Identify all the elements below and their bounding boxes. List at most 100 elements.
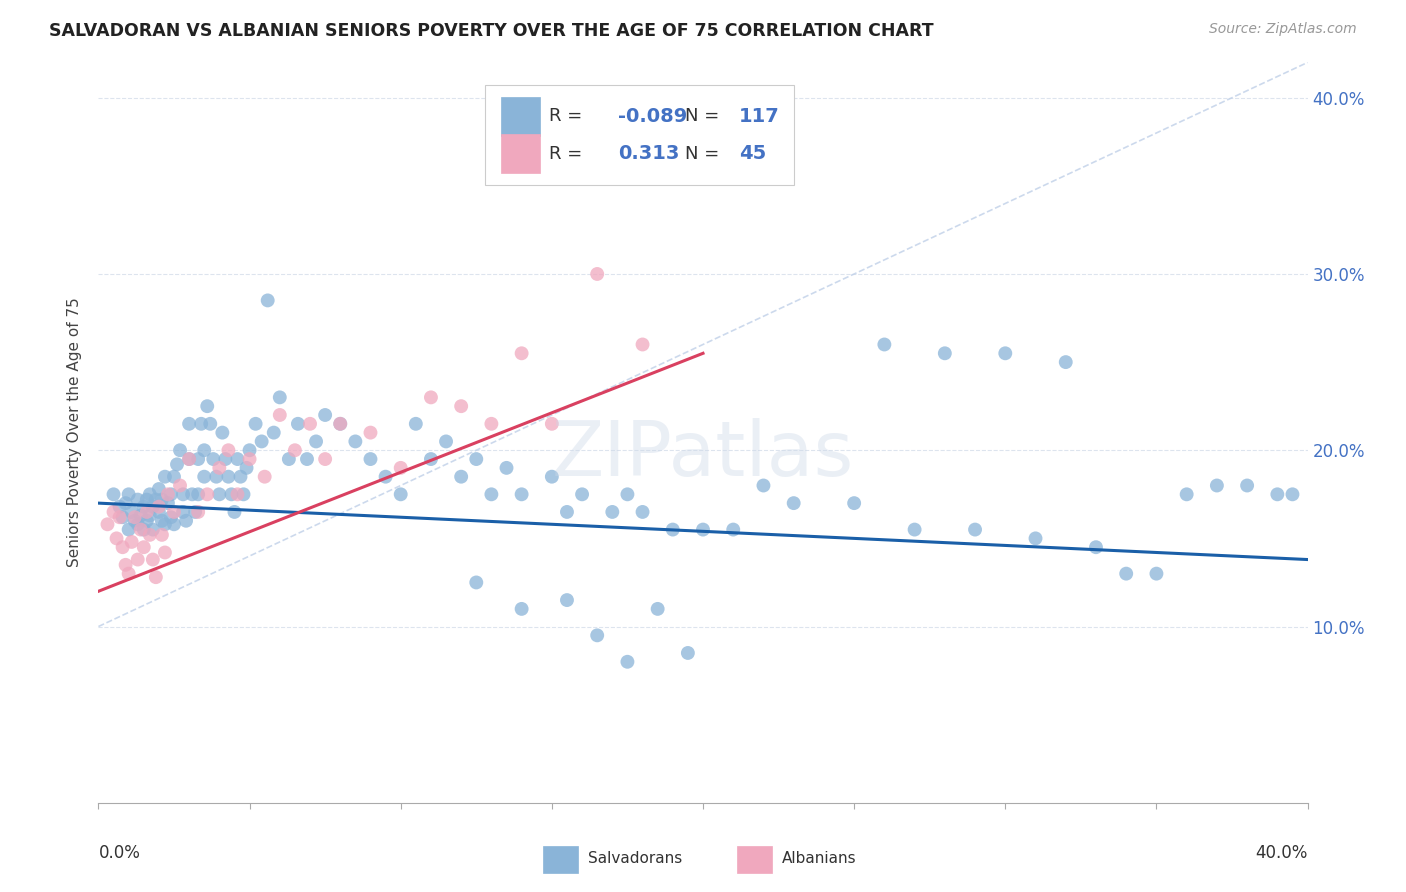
Point [148,482,170,496]
Point [153,469,176,483]
Text: 0.313: 0.313 [619,144,679,163]
Point [118,487,141,501]
Text: 45: 45 [740,144,766,163]
Point [132,500,155,514]
Point [179,417,201,431]
Point [211,425,233,440]
Point [217,469,239,483]
Point [160,487,183,501]
Point [783,496,806,510]
Point [389,461,412,475]
Point [124,514,146,528]
Point [139,508,162,523]
Point [676,646,699,660]
Text: -0.089: -0.089 [619,107,688,126]
Point [239,443,262,458]
Point [129,508,152,523]
Point [108,510,131,524]
Point [163,469,186,483]
Text: Albanians: Albanians [782,851,856,866]
Point [160,510,183,524]
Point [172,487,194,501]
Point [150,492,173,507]
Point [190,417,212,431]
Point [692,523,714,537]
Point [181,487,204,501]
Point [156,496,179,510]
Point [661,523,683,537]
Point [145,492,167,507]
Point [121,535,143,549]
Point [229,469,252,483]
Point [200,417,222,431]
Point [263,425,285,440]
Point [121,505,143,519]
Point [277,452,299,467]
Point [1115,566,1137,581]
Point [235,461,257,475]
Point [616,487,638,501]
Text: N =: N = [685,145,718,162]
Point [169,478,191,492]
Point [374,469,396,483]
Point [250,434,273,449]
FancyBboxPatch shape [501,135,540,173]
Text: N =: N = [685,108,718,126]
Text: 117: 117 [740,107,780,126]
Point [142,500,165,514]
Point [105,532,128,546]
Point [752,169,775,184]
Point [129,523,152,537]
Text: R =: R = [550,145,582,162]
Point [135,492,157,507]
Point [873,337,896,351]
Text: 40.0%: 40.0% [1256,844,1308,862]
Point [1175,487,1198,501]
Point [193,469,215,483]
Point [103,505,125,519]
Point [344,434,367,449]
Point [844,496,866,510]
Y-axis label: Seniors Poverty Over the Age of 75: Seniors Poverty Over the Age of 75 [67,298,83,567]
Point [295,452,318,467]
Point [287,417,309,431]
Text: Source: ZipAtlas.com: Source: ZipAtlas.com [1209,22,1357,37]
Point [495,461,517,475]
Point [111,540,134,554]
Point [555,593,578,607]
Text: SALVADORAN VS ALBANIAN SENIORS POVERTY OVER THE AGE OF 75 CORRELATION CHART: SALVADORAN VS ALBANIAN SENIORS POVERTY O… [49,22,934,40]
Point [465,575,488,590]
Point [602,505,624,519]
Point [965,523,987,537]
Point [103,487,125,501]
Point [510,602,533,616]
Text: R =: R = [550,108,582,126]
Point [174,514,197,528]
Point [232,487,254,501]
Point [114,558,136,572]
Point [723,523,745,537]
Point [540,417,562,431]
Point [139,487,162,501]
Point [202,452,225,467]
Point [481,487,503,501]
Point [187,487,209,501]
Point [329,417,352,431]
Point [434,434,457,449]
Point [156,487,179,501]
Point [555,505,578,519]
Point [127,492,149,507]
Point [405,417,427,431]
Point [269,408,291,422]
Point [450,399,472,413]
Point [586,628,609,642]
Point [256,293,278,308]
Point [239,452,262,467]
Point [540,469,562,483]
Point [208,487,231,501]
Point [142,552,165,566]
Point [148,500,170,514]
Point [1206,478,1229,492]
Point [631,505,654,519]
Text: Salvadorans: Salvadorans [588,851,682,866]
